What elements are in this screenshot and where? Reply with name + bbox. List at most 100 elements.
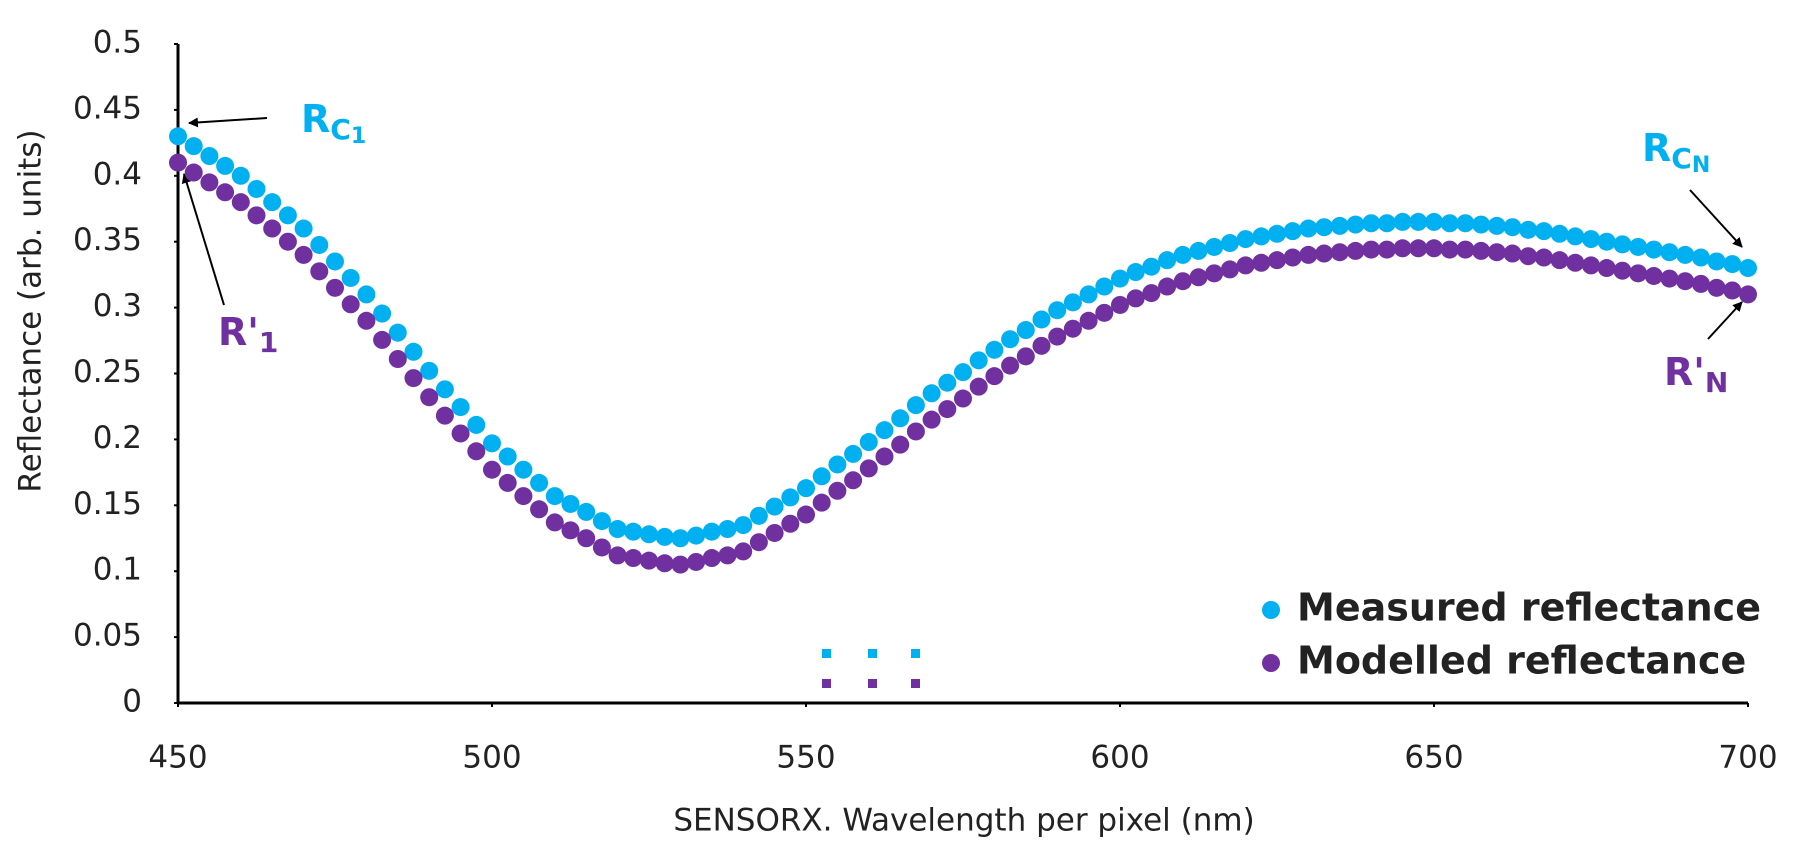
point [231,166,250,185]
point [420,361,439,380]
point [1503,244,1522,263]
legend-label: Measured reflectance [1297,586,1761,630]
point [1032,310,1051,329]
y-axis-title: Reflectance (arb. units) [13,129,49,492]
point [1393,212,1412,231]
point [1629,264,1648,283]
point [341,268,360,287]
point [1315,244,1334,263]
point [1268,224,1286,243]
point [1597,259,1616,278]
point [467,415,486,434]
point [561,494,580,513]
point [1048,327,1067,346]
point [1566,227,1585,246]
point [1173,245,1192,264]
annotation-part: C [1671,142,1692,175]
point [1377,214,1396,233]
point [1550,251,1569,270]
point [1315,218,1334,237]
y-tick-label: 0.35 [73,222,142,258]
point [451,398,470,417]
point [1644,266,1663,285]
point [655,554,674,573]
point [985,340,1004,359]
point [1739,259,1757,278]
point [624,522,643,541]
x-tick-label: 500 [462,740,521,776]
point [247,206,266,225]
x-tick-label: 700 [1718,740,1777,776]
point [1660,243,1679,262]
point [200,173,219,192]
point [216,183,235,202]
y-tick-label: 0.3 [93,288,142,324]
point [797,505,815,524]
point [765,523,784,542]
point [749,506,768,525]
point [1362,240,1381,259]
point [263,193,282,212]
point [483,460,501,479]
point [906,422,925,441]
point [859,459,878,478]
point [1644,240,1663,259]
point [1001,356,1020,375]
point [1063,293,1082,312]
point [169,153,187,172]
point [1613,235,1632,254]
point [1126,289,1145,308]
point [373,330,392,349]
point [1189,241,1208,260]
point [954,363,972,382]
point [1299,245,1318,264]
annotation: RCN [1642,126,1710,179]
point [1111,269,1129,288]
point [294,245,313,264]
point [435,380,454,399]
point [1487,216,1506,235]
point [1409,239,1428,258]
point [1440,240,1459,259]
point [608,546,627,565]
point [671,555,690,574]
point [1472,215,1491,234]
point [1346,215,1365,234]
point [1723,281,1742,300]
point [640,525,658,544]
annotation-part: R' [1664,350,1705,394]
point [530,500,549,519]
y-tick-label: 0 [122,684,142,720]
point [1063,319,1082,338]
point [1252,227,1271,246]
point [278,232,297,251]
point [1236,256,1255,275]
point [310,262,329,281]
annotation-part: N [1692,153,1710,178]
point [1582,230,1600,249]
point [1299,219,1318,238]
point [1189,268,1208,287]
point [954,389,972,408]
point [388,350,407,369]
annotation-part: C [330,113,351,146]
point [592,538,611,557]
point [1723,255,1742,274]
point [1283,222,1302,241]
point [1613,261,1632,280]
point [514,487,533,506]
point [1079,311,1098,330]
point [1001,330,1020,349]
point [1111,295,1129,314]
point [922,410,941,429]
point [561,521,580,540]
legend-label: Modelled reflectance [1297,639,1746,683]
point [1268,251,1286,270]
point [1566,253,1585,272]
point [545,513,564,532]
point [1142,257,1161,276]
point [812,493,831,512]
point [624,549,643,568]
point [875,447,894,466]
